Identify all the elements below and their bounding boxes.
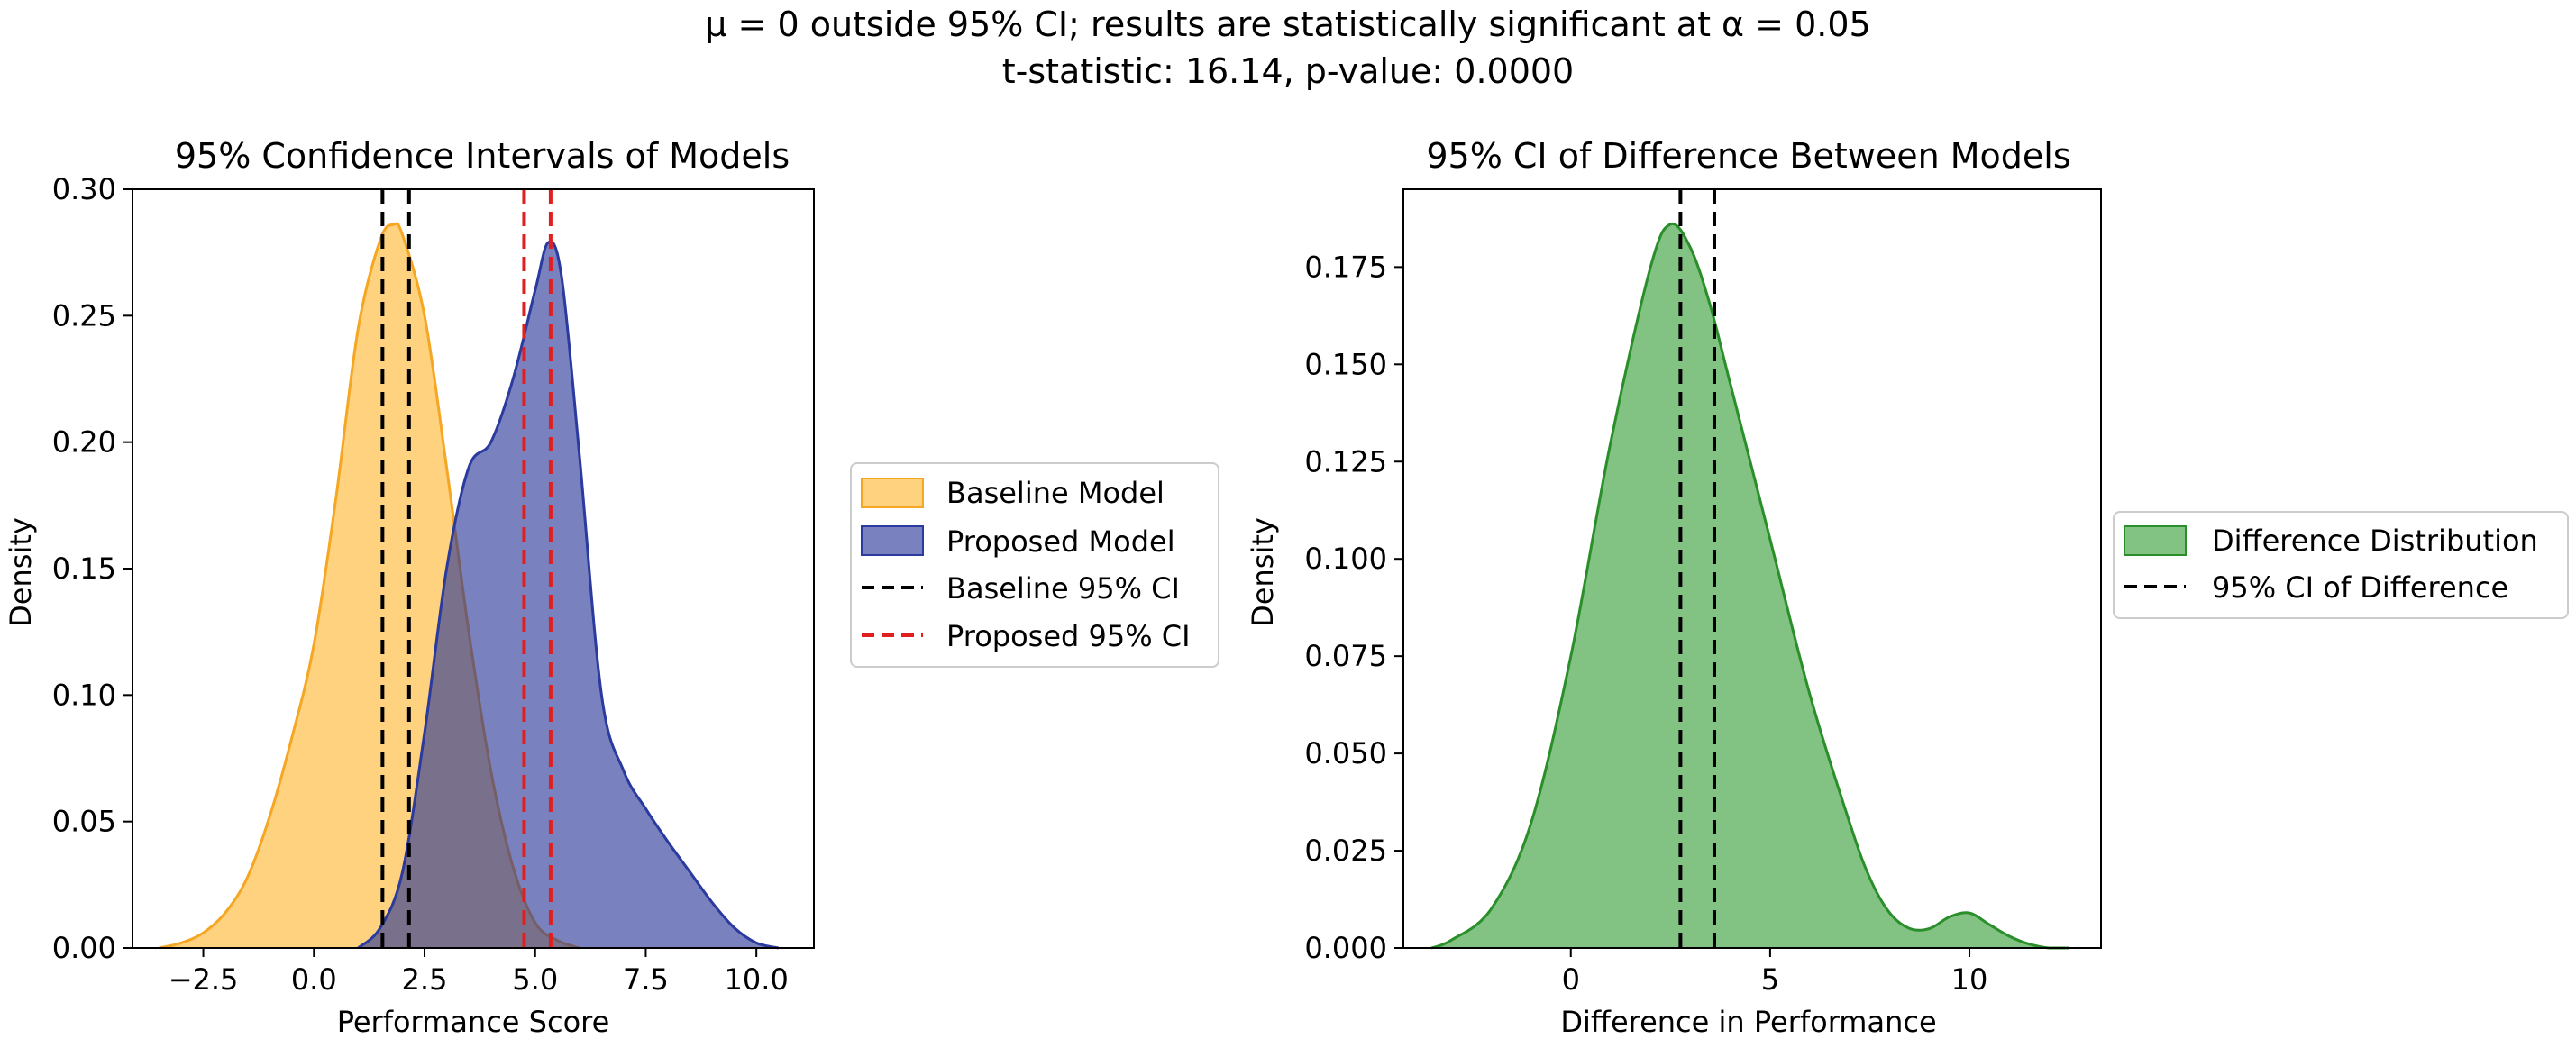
y-tick-label: 0.30: [52, 172, 116, 206]
kde-area-proposed-model: [358, 242, 779, 948]
legend-swatch-baseline-model: [861, 478, 924, 508]
suptitle-line-1: μ = 0 outside 95% CI; results are statis…: [705, 5, 1870, 44]
axes-frame: [1402, 188, 2102, 949]
legend-label-baseline-model: Baseline Model: [946, 476, 1165, 510]
kde-line-proposed-model: [357, 240, 780, 950]
legend-label-difference-ci: 95% CI of Difference: [2212, 570, 2508, 605]
y-tick-label: 0.15: [52, 551, 116, 586]
x-tick-label: 10.0: [725, 962, 789, 997]
x-tick-label: 10: [1951, 962, 1988, 997]
kde-line-difference-distribution: [1430, 222, 2069, 950]
legend-label-baseline-ci: Baseline 95% CI: [946, 571, 1180, 606]
x-tick-label: 0: [1562, 962, 1580, 997]
suptitle-line-2: t-statistic: 16.14, p-value: 0.0000: [1002, 51, 1574, 91]
x-axis-ticks: 0 5 10: [1562, 948, 1988, 997]
legend-label-proposed-ci: Proposed 95% CI: [946, 619, 1191, 653]
x-tick-label: 2.5: [402, 962, 448, 997]
y-tick-label: 0.125: [1304, 444, 1387, 478]
y-axis-label: Density: [1246, 517, 1280, 627]
legend-label-difference: Difference Distribution: [2212, 524, 2538, 558]
x-tick-label: −2.5: [169, 962, 239, 997]
y-tick-label: 0.075: [1304, 639, 1387, 673]
legend: Baseline Model Proposed Model Baseline 9…: [850, 462, 1219, 668]
kde-area-difference-distribution: [1431, 223, 2069, 948]
y-tick-label: 0.025: [1304, 834, 1387, 868]
x-axis-label: Difference in Performance: [1560, 1005, 1936, 1039]
y-axis-label: Density: [4, 517, 38, 627]
x-axis-ticks: −2.5 0.0 2.5 5.0 7.5 10.0: [169, 948, 789, 997]
y-axis-ticks: 0.000 0.025 0.050 0.075 0.100 0.125 0.150 0.175: [1304, 250, 1403, 965]
chart-title: 95% Confidence Intervals of Models: [175, 136, 790, 176]
y-tick-label: 0.10: [52, 678, 116, 712]
y-tick-label: 0.175: [1304, 250, 1387, 284]
legend-frame: [2113, 511, 2569, 619]
y-tick-label: 0.100: [1304, 542, 1387, 576]
legend-swatch-difference: [2124, 525, 2187, 556]
chart-panel-difference: 95% CI of Difference Between Models 0 5 10…: [1246, 136, 2569, 1039]
y-tick-label: 0.150: [1304, 347, 1387, 381]
y-tick-label: 0.05: [52, 805, 116, 839]
x-tick-label: 5.0: [512, 962, 558, 997]
x-tick-label: 0.0: [291, 962, 337, 997]
y-tick-label: 0.00: [52, 931, 116, 965]
y-tick-label: 0.050: [1304, 736, 1387, 770]
y-tick-label: 0.000: [1304, 931, 1387, 965]
x-tick-label: 5: [1761, 962, 1779, 997]
legend-swatch-proposed-model: [861, 525, 924, 556]
plot-area: [159, 189, 780, 950]
plot-area: [1430, 189, 2069, 950]
y-axis-ticks: 0.00 0.05 0.10 0.15 0.20 0.25 0.30: [52, 172, 132, 965]
chart-title: 95% CI of Difference Between Models: [1426, 136, 2070, 176]
x-tick-label: 7.5: [623, 962, 669, 997]
y-tick-label: 0.25: [52, 298, 116, 333]
chart-panel-confidence-intervals: 95% Confidence Intervals of Models −2.5 0…: [4, 136, 1219, 1039]
x-axis-label: Performance Score: [337, 1005, 610, 1039]
legend-frame: [850, 462, 1219, 668]
legend: Difference Distribution 95% CI of Differ…: [2113, 511, 2569, 619]
y-tick-label: 0.20: [52, 425, 116, 460]
legend-label-proposed-model: Proposed Model: [946, 524, 1175, 559]
